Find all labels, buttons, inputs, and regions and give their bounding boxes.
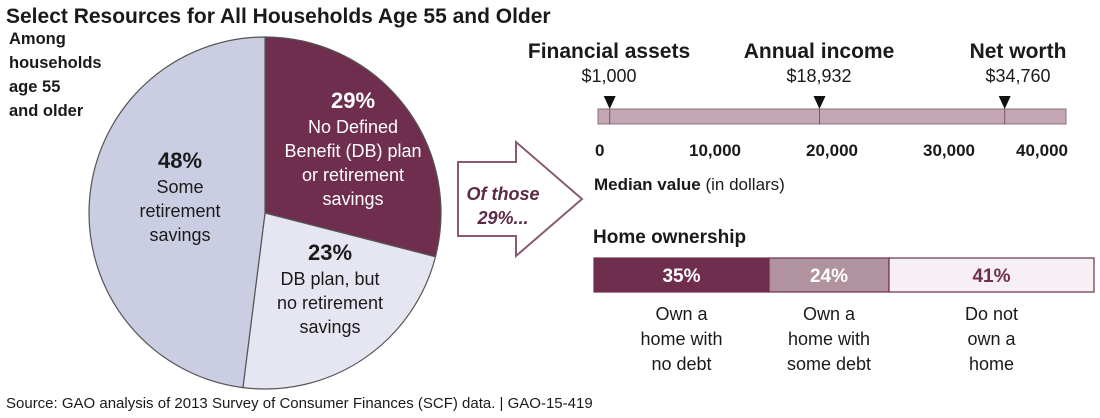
pie-slice-label: DB plan, but no retirement savings xyxy=(277,269,383,337)
x-axis-label: Median value (in dollars) xyxy=(594,175,785,194)
pie-slice-label: No Defined Benefit (DB) plan or retirement… xyxy=(284,117,421,209)
home-segment-label-line: no debt xyxy=(651,354,711,374)
home-segment-percent: 41% xyxy=(972,266,1010,287)
pie-annotation-line: households xyxy=(9,54,102,72)
home-segment xyxy=(888,257,1095,293)
pie-slice-percent: 29% xyxy=(331,88,375,113)
home-segment-label-line: Own a xyxy=(803,304,856,324)
home-segment-label-line: Do not xyxy=(965,304,1018,324)
pie-slice-label-line: retirement xyxy=(139,201,220,221)
home-segment-label: Do not own a home xyxy=(965,304,1018,374)
pie-slice-label-line: savings xyxy=(299,317,360,337)
pie-slice-label: Some retirement savings xyxy=(139,177,220,245)
figure-title: Select Resources for All Households Age … xyxy=(6,5,551,28)
arrow-text: Of those 29%... xyxy=(466,184,539,228)
pie-slice-label-line: DB plan, but xyxy=(280,269,379,289)
home-segment-label-line: own a xyxy=(967,329,1016,349)
home-segment-label: Own a home with some debt xyxy=(787,304,871,374)
pie-slice-label-line: or retirement xyxy=(302,165,404,185)
pie-slice-label-line: No Defined xyxy=(308,117,398,137)
pie-slice-label-line: savings xyxy=(149,225,210,245)
arrow-callout: Of those 29%... xyxy=(457,139,584,259)
pie-annotation-line: Among xyxy=(9,30,66,48)
home-ownership-bar: 35% Own a home with no debt 24% Own a home wit… xyxy=(593,257,1095,374)
marker-name: Net worth xyxy=(970,40,1067,63)
home-segment-label-line: home with xyxy=(788,329,870,349)
marker-value: $18,932 xyxy=(786,66,851,86)
home-segment-label-line: home xyxy=(969,354,1014,374)
value-track xyxy=(597,108,1067,125)
home-segment-label-line: some debt xyxy=(787,354,871,374)
home-segment-percent: 24% xyxy=(810,266,848,287)
pie-slice-percent: 48% xyxy=(158,148,202,173)
arrow-shape xyxy=(457,139,584,259)
marker-triangle xyxy=(998,96,1011,109)
pie-annotation-line: age 55 xyxy=(9,78,60,96)
pie-annotation: Among households age 55 and older xyxy=(9,30,102,120)
x-tick-label: 40,000 xyxy=(1016,141,1068,160)
source-note: Source: GAO analysis of 2013 Survey of C… xyxy=(6,395,593,412)
pie-slice-23pct xyxy=(242,212,437,390)
median-value-chart: 0 10,000 20,000 30,000 40,000 Financial asset… xyxy=(528,40,1068,160)
x-tick-label: 0 xyxy=(595,141,604,160)
x-axis-label-bold: Median value xyxy=(594,175,701,194)
pie-slice-48pct xyxy=(88,36,266,389)
home-segment xyxy=(768,257,890,293)
marker-triangle xyxy=(813,96,826,109)
arrow-text-line: 29%... xyxy=(476,208,528,228)
pie-slice-label-line: Some xyxy=(156,177,203,197)
marker-name: Annual income xyxy=(744,40,895,63)
marker-name: Financial assets xyxy=(528,40,690,63)
home-segment-label-line: Own a xyxy=(655,304,708,324)
home-segment-label-line: home with xyxy=(640,329,722,349)
pie-chart: 29% No Defined Benefit (DB) plan or retirem… xyxy=(88,36,442,390)
home-segment-label: Own a home with no debt xyxy=(640,304,722,374)
home-segment-percent: 35% xyxy=(662,266,700,287)
pie-annotation-line: and older xyxy=(9,102,84,120)
home-ownership-title: Home ownership xyxy=(593,227,746,248)
marker-value: $34,760 xyxy=(985,66,1050,86)
arrow-text-line: Of those xyxy=(466,184,539,204)
pie-slice-label-line: Benefit (DB) plan xyxy=(284,141,421,161)
marker-triangle xyxy=(603,96,616,109)
pie-slice-percent: 23% xyxy=(308,240,352,265)
marker-value: $1,000 xyxy=(581,66,636,86)
x-axis-label-rest: (in dollars) xyxy=(701,175,785,194)
pie-slice-29pct xyxy=(264,36,442,258)
x-tick-label: 20,000 xyxy=(806,141,858,160)
home-segment xyxy=(593,257,770,293)
x-tick-label: 30,000 xyxy=(923,141,975,160)
x-tick-label: 10,000 xyxy=(689,141,741,160)
pie-slice-label-line: no retirement xyxy=(277,293,383,313)
pie-slice-label-line: savings xyxy=(322,189,383,209)
